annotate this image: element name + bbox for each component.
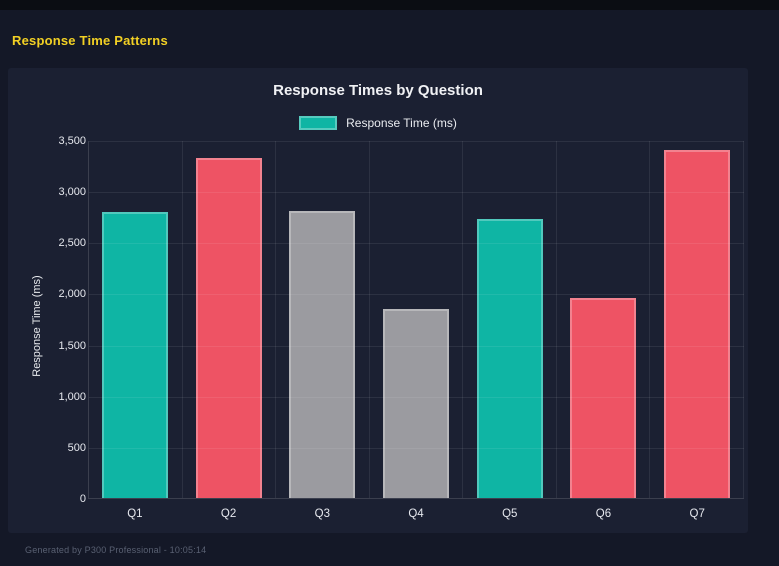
y-tick-label: 1,000 — [58, 390, 86, 403]
bar-slot-q6 — [557, 141, 651, 498]
bar-slot-q1 — [89, 141, 183, 498]
bar-q7[interactable] — [663, 150, 730, 498]
y-tick-label: 500 — [67, 441, 86, 454]
bar-q5[interactable] — [476, 218, 543, 498]
page-title: Response Time Patterns — [12, 33, 168, 48]
bar-q2[interactable] — [195, 158, 262, 498]
gridline — [89, 447, 744, 449]
y-axis-title: Response Time (ms) — [31, 275, 43, 377]
chart-card: Response Times by Question Response Time… — [8, 68, 748, 533]
x-tick-label-q3: Q3 — [314, 508, 330, 520]
gridline — [89, 345, 744, 347]
y-tick-label: 3,500 — [58, 135, 86, 147]
bar-slot-q5 — [463, 141, 557, 498]
top-window-strip — [0, 0, 779, 10]
bar-slot-q7 — [650, 141, 745, 498]
x-tick-label-q1: Q1 — [127, 508, 143, 520]
x-axis-labels: Q1 Q2 Q3 Q4 Q5 Q6 Q7 — [88, 508, 744, 520]
chart-title: Response Times by Question — [273, 82, 483, 99]
y-tick-label: 2,000 — [58, 288, 86, 301]
y-tick-label: 2,500 — [58, 237, 86, 250]
x-tick-label-q7: Q7 — [689, 508, 705, 520]
bar-q1[interactable] — [102, 211, 169, 498]
gridline — [89, 294, 744, 296]
bar-q3[interactable] — [289, 210, 356, 498]
gridline — [89, 396, 744, 398]
chart-legend[interactable]: Response Time (ms) — [8, 116, 748, 130]
y-tick-label: 3,000 — [58, 186, 86, 199]
y-tick-label: 0 — [79, 493, 86, 505]
gridline — [89, 192, 744, 194]
bar-slots — [89, 141, 745, 498]
bar-slot-q2 — [183, 141, 277, 498]
plot-area — [88, 141, 745, 499]
gridline — [89, 141, 744, 142]
bar-q6[interactable] — [570, 297, 637, 498]
x-tick-label-q4: Q4 — [408, 508, 424, 520]
y-tick-label: 1,500 — [58, 339, 86, 352]
x-tick-label-q2: Q2 — [220, 508, 237, 520]
bar-slot-q3 — [276, 141, 370, 498]
bar-q4[interactable] — [383, 308, 450, 498]
gridline — [89, 243, 744, 245]
bar-slot-q4 — [370, 141, 464, 498]
footer-note: Generated by P300 Professional - 10:05:1… — [25, 545, 207, 555]
x-tick-label-q6: Q6 — [595, 508, 612, 520]
legend-swatch — [299, 116, 338, 130]
x-tick-label-q5: Q5 — [502, 508, 518, 520]
legend-label: Response Time (ms) — [346, 116, 457, 130]
